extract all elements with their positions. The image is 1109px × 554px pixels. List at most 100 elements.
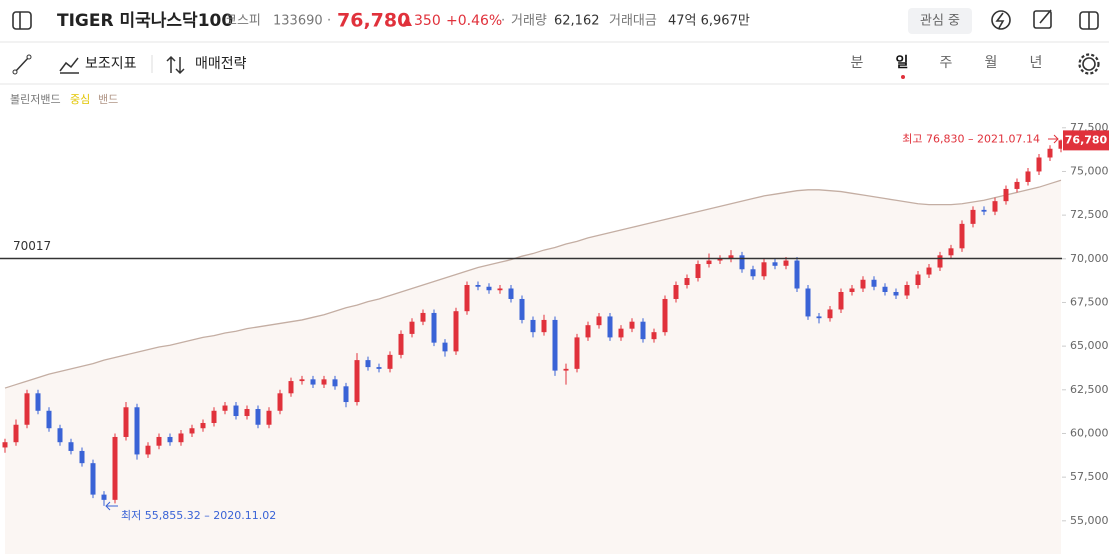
period-button[interactable]: 년 (1030, 55, 1043, 71)
candle-body (563, 368, 569, 371)
legend-entry: 중심 (70, 93, 90, 106)
indicator-label: 볼린저밴드 (10, 93, 61, 106)
candle-body (893, 291, 899, 296)
candle-body (849, 288, 855, 292)
min-arrow-head (105, 501, 111, 511)
y-tick-label: 60,000 (1070, 426, 1109, 439)
candle-body (332, 379, 338, 387)
candle-body (1036, 157, 1042, 172)
candle-body (299, 379, 305, 382)
candle-body (959, 223, 965, 249)
candle-body (574, 337, 580, 369)
market: 코스피 (225, 14, 261, 29)
candle-body (255, 409, 261, 425)
last-price-tag (1063, 130, 1109, 151)
candle-body (673, 285, 679, 299)
volume-label: 거래량 (511, 14, 547, 29)
candle-body (222, 405, 228, 411)
candle-body (321, 379, 327, 385)
candle-body (552, 319, 558, 371)
candle-body (288, 381, 294, 394)
y-tick-label: 75,000 (1070, 164, 1109, 177)
candle-body (68, 442, 74, 451)
alert-icon[interactable] (991, 10, 1011, 30)
candle-body (860, 279, 866, 289)
candle-body (266, 410, 272, 425)
candle-body (24, 393, 30, 425)
candle-body (739, 255, 745, 270)
candle-body (343, 386, 349, 403)
icon-part (26, 54, 32, 60)
max-arrow-head (1053, 134, 1059, 144)
y-tick-label: 70,000 (1070, 252, 1109, 265)
candle-body (387, 354, 393, 369)
candle-body (475, 285, 481, 287)
candle-body (871, 279, 877, 287)
candle-body (112, 436, 118, 500)
candle-body (46, 410, 52, 429)
candle-body (2, 442, 8, 448)
candle-body (717, 258, 723, 261)
strategy-button[interactable]: 매매전략 (195, 56, 247, 72)
indicator-icon[interactable] (59, 57, 79, 74)
volume: 62,162 (554, 14, 600, 29)
amount-label: 거래대금 (609, 14, 657, 29)
memo-icon[interactable] (1033, 10, 1052, 29)
candle-body (1047, 148, 1053, 158)
candle-body (519, 298, 525, 320)
dot: · (327, 14, 331, 29)
amount: 47억 6,967만 (668, 14, 750, 29)
candle-body (992, 201, 998, 212)
candle-body (156, 436, 162, 446)
candle-body (541, 319, 547, 333)
candle-body (486, 286, 492, 291)
candle-body (904, 285, 910, 296)
candle-body (970, 209, 976, 224)
period-button[interactable]: 주 (940, 55, 953, 71)
candle-body (629, 321, 635, 329)
candle-body (200, 422, 206, 429)
draw-icon[interactable] (14, 56, 30, 73)
period-button[interactable]: 분 (851, 55, 864, 71)
candle-body (1025, 171, 1031, 182)
candle-body (684, 278, 690, 286)
period-button[interactable]: 일 (896, 55, 909, 71)
candle-body (530, 319, 536, 333)
candle-body (211, 410, 217, 423)
candle-body (79, 450, 85, 464)
min-label: 최저 55,855.32 – 2020.11.02 (121, 509, 276, 522)
candle-body (409, 321, 415, 334)
candle-body (948, 248, 954, 256)
strategy-icon[interactable] (166, 55, 185, 75)
candle-body (123, 407, 129, 437)
candle-body (596, 316, 602, 326)
candle-body (1003, 188, 1009, 202)
plot (2, 139, 1062, 554)
candle-body (794, 260, 800, 289)
candle-body (937, 255, 943, 268)
dot: · (501, 14, 505, 29)
change-pct: +0.46% (446, 13, 502, 29)
watch-button[interactable] (908, 8, 972, 34)
indicators-button[interactable]: 보조지표 (85, 56, 137, 72)
y-tick-label: 72,500 (1070, 208, 1109, 221)
indicator-line (4, 179, 1062, 389)
candle-body (145, 445, 151, 455)
settings-icon[interactable] (1082, 57, 1096, 71)
max-label: 최고 76,830 – 2021.07.14 (902, 132, 1040, 145)
change: 350 (414, 13, 441, 29)
candle-body (882, 286, 888, 292)
candle-body (13, 424, 19, 443)
candle-body (607, 316, 613, 338)
y-tick-label: 65,000 (1070, 339, 1109, 352)
candle-body (442, 342, 448, 352)
y-tick-label: 67,500 (1070, 295, 1109, 308)
sidebar-icon[interactable] (12, 11, 32, 30)
candle-body (35, 393, 41, 411)
icon-part (1039, 9, 1052, 24)
candle-body (376, 367, 382, 369)
selected-dot (901, 75, 905, 79)
icon-part (1078, 53, 1100, 75)
period-button[interactable]: 월 (985, 55, 998, 71)
